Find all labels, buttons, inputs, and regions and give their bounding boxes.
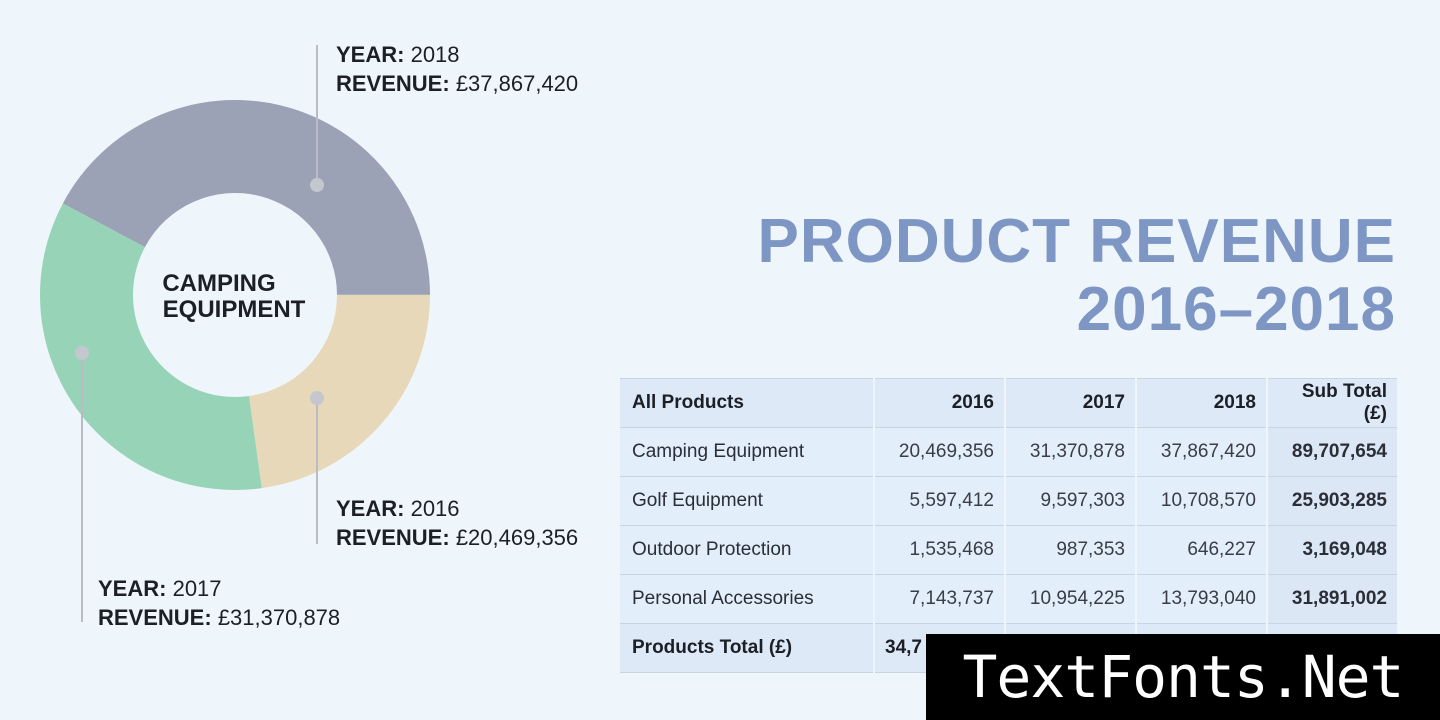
callout-year-label: YEAR: bbox=[336, 496, 405, 521]
table-cell: 1,535,468 bbox=[874, 525, 1006, 575]
revenue-table: All Products 2016 2017 2018 Sub Total (£… bbox=[620, 378, 1399, 673]
donut-slice-2018 bbox=[62, 100, 430, 295]
table-cell: Golf Equipment bbox=[620, 476, 875, 526]
title-line1: PRODUCT REVENUE bbox=[757, 207, 1396, 276]
table-cell: 10,708,570 bbox=[1136, 476, 1268, 526]
subtotal-cell: 31,891,002 bbox=[1267, 574, 1399, 624]
table-row: Camping Equipment 20,469,356 31,370,878 … bbox=[620, 427, 1399, 477]
donut-slice-2016 bbox=[249, 294, 431, 489]
leader-2018-dot bbox=[310, 178, 324, 192]
subtotal-cell: 89,707,654 bbox=[1267, 427, 1399, 477]
callout-year: 2018 bbox=[410, 42, 460, 67]
callout-year: 2016 bbox=[410, 496, 460, 521]
donut-slice-2017 bbox=[39, 203, 262, 490]
table-header-row: All Products 2016 2017 2018 Sub Total (£… bbox=[620, 378, 1399, 428]
table-cell: Personal Accessories bbox=[620, 574, 875, 624]
header-cell: Sub Total (£) bbox=[1267, 378, 1399, 428]
callout-revenue-label: REVENUE: bbox=[336, 71, 450, 96]
center-label-line1: CAMPING bbox=[162, 270, 275, 297]
table-cell: 646,227 bbox=[1136, 525, 1268, 575]
callout-2018: YEAR: 2018 REVENUE: £37,867,420 bbox=[336, 40, 578, 98]
leader-2016-dot bbox=[310, 391, 324, 405]
callout-year-label: YEAR: bbox=[98, 576, 167, 601]
header-cell: All Products bbox=[620, 378, 875, 428]
table-cell: Camping Equipment bbox=[620, 427, 875, 477]
table-cell: 37,867,420 bbox=[1136, 427, 1268, 477]
table-cell: 10,954,225 bbox=[1005, 574, 1137, 624]
subtotal-cell: 25,903,285 bbox=[1267, 476, 1399, 526]
header-cell: 2018 bbox=[1136, 378, 1268, 428]
table-row: Golf Equipment 5,597,412 9,597,303 10,70… bbox=[620, 476, 1399, 526]
callout-2016: YEAR: 2016 REVENUE: £20,469,356 bbox=[336, 494, 578, 552]
table-cell: 5,597,412 bbox=[874, 476, 1006, 526]
callout-year-label: YEAR: bbox=[336, 42, 405, 67]
table-cell: 987,353 bbox=[1005, 525, 1137, 575]
callout-2017: YEAR: 2017 REVENUE: £31,370,878 bbox=[98, 574, 340, 632]
callout-revenue: £20,469,356 bbox=[455, 525, 579, 550]
header-cell: 2017 bbox=[1005, 378, 1137, 428]
table-cell: 7,143,737 bbox=[874, 574, 1006, 624]
callout-revenue: £37,867,420 bbox=[455, 71, 579, 96]
table-cell: 9,597,303 bbox=[1005, 476, 1137, 526]
callout-revenue: £31,370,878 bbox=[217, 605, 341, 630]
watermark-logo: TextFonts.Net bbox=[926, 634, 1440, 720]
page-title: PRODUCT REVENUE 2016–2018 bbox=[757, 208, 1396, 344]
callout-revenue-label: REVENUE: bbox=[336, 525, 450, 550]
leader-2017-dot bbox=[75, 346, 89, 360]
center-label-line2: EQUIPMENT bbox=[163, 296, 306, 323]
subtotal-cell: 3,169,048 bbox=[1267, 525, 1399, 575]
callout-revenue-label: REVENUE: bbox=[98, 605, 212, 630]
table-row: Outdoor Protection 1,535,468 987,353 646… bbox=[620, 525, 1399, 575]
donut-chart: CAMPING EQUIPMENT bbox=[39, 45, 431, 622]
table-row: Personal Accessories 7,143,737 10,954,22… bbox=[620, 574, 1399, 624]
callout-year: 2017 bbox=[172, 576, 222, 601]
table-cell: 31,370,878 bbox=[1005, 427, 1137, 477]
title-line2: 2016–2018 bbox=[1076, 275, 1396, 344]
table-cell: 13,793,040 bbox=[1136, 574, 1268, 624]
table-cell: Outdoor Protection bbox=[620, 525, 875, 575]
header-cell: 2016 bbox=[874, 378, 1006, 428]
table-cell: 20,469,356 bbox=[874, 427, 1006, 477]
total-label-cell: Products Total (£) bbox=[620, 623, 875, 673]
